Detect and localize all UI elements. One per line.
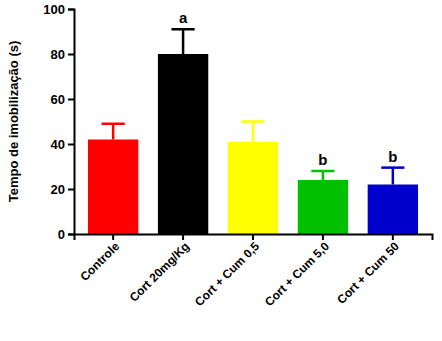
y-tick-mark [68, 54, 74, 56]
error-stem [322, 171, 325, 180]
y-tick: 20 [51, 182, 74, 197]
error-bar [381, 168, 404, 185]
x-tick-label: Cort + Cum 0,5 [192, 239, 262, 309]
y-axis-title: Tempo de imobilização (s) [6, 41, 21, 203]
bar [228, 142, 278, 234]
y-tick: 80 [51, 47, 74, 62]
error-bar [171, 29, 194, 54]
y-tick-mark [68, 99, 74, 101]
bar [88, 140, 138, 235]
error-cap [241, 120, 264, 123]
x-axis-line [75, 235, 433, 241]
x-tick-mark [392, 234, 394, 240]
annotation: b [388, 148, 397, 165]
y-tick-mark [68, 234, 74, 236]
x-tick: Cort + Cum 5,0 [262, 234, 332, 309]
error-cap [381, 166, 404, 169]
x-tick-label: Cort 20mg/Kg [127, 239, 193, 305]
x-tick-label: Controle [77, 239, 122, 284]
bar [158, 54, 208, 234]
y-tick-label: 100 [43, 2, 65, 17]
y-tick: 100 [43, 2, 74, 17]
plot: abb020406080100ControleCort 20mg/KgCort … [43, 2, 432, 310]
y-axis: 0 20 40 60 80 100 [43, 2, 74, 242]
error-bar [102, 124, 125, 140]
y-tick-mark [68, 144, 74, 146]
x-tick: Controle [77, 234, 122, 284]
y-tick: 0 [58, 227, 74, 242]
error-cap [311, 170, 334, 173]
y-tick-mark [68, 9, 74, 11]
x-tick-mark [182, 234, 184, 240]
error-cap [102, 123, 125, 126]
x-axis: ControleCort 20mg/KgCort + Cum 0,5Cort +… [75, 234, 433, 309]
y-tick-label: 40 [51, 137, 65, 152]
annotation: b [318, 151, 327, 168]
y-axis-line [68, 10, 75, 235]
chart: abb020406080100ControleCort 20mg/KgCort … [0, 0, 442, 341]
bars [88, 29, 418, 234]
error-stem [112, 124, 115, 140]
y-tick: 60 [51, 92, 74, 107]
bar [368, 185, 418, 235]
y-tick-label: 20 [51, 182, 65, 197]
x-tick-mark [112, 234, 114, 240]
annotation: a [179, 9, 188, 26]
error-stem [182, 29, 185, 54]
y-tick-label: 0 [58, 227, 65, 242]
y-tick-mark [68, 189, 74, 191]
y-tick: 40 [51, 137, 74, 152]
error-stem [252, 122, 255, 142]
y-tick-label: 60 [51, 92, 65, 107]
x-tick-label: Cort + Cum 50 [334, 239, 402, 307]
y-tick-label: 80 [51, 47, 65, 62]
error-cap [171, 28, 194, 31]
x-tick-mark [322, 234, 324, 240]
x-tick-mark [252, 234, 254, 240]
bar [298, 180, 348, 234]
error-stem [392, 168, 395, 185]
x-tick-label: Cort + Cum 5,0 [262, 239, 332, 309]
x-tick: Cort + Cum 0,5 [192, 234, 262, 309]
x-tick: Cort 20mg/Kg [127, 234, 193, 305]
annotations: a b b [179, 9, 398, 168]
error-bar [241, 122, 264, 142]
error-bar [311, 171, 334, 180]
x-tick: Cort + Cum 50 [334, 234, 402, 307]
